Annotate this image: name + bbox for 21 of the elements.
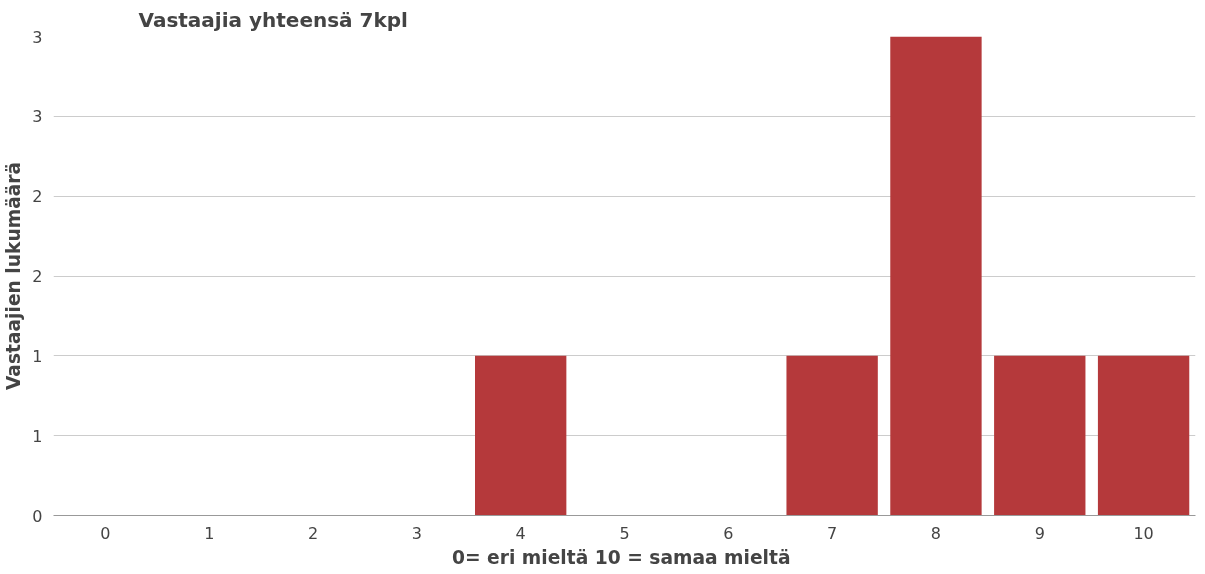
x-tick-label: 6 <box>723 523 734 543</box>
y-tick-label: 3 <box>32 107 43 127</box>
x-tick-label: 4 <box>515 523 526 543</box>
x-tick-label: 3 <box>411 523 422 543</box>
x-tick-label: 7 <box>827 523 838 543</box>
x-tick-label: 8 <box>930 523 942 543</box>
x-tick-label: 5 <box>619 523 630 543</box>
x-tick-label: 0 <box>100 523 111 543</box>
y-axis-title: Vastaajien lukumäärä <box>3 161 25 391</box>
x-tick-label: 10 <box>1133 523 1154 543</box>
y-tick-label: 3 <box>32 27 43 47</box>
x-tick-label: 2 <box>307 523 319 543</box>
x-tick-label: 9 <box>1034 523 1045 543</box>
y-tick-label: 2 <box>32 267 43 286</box>
x-axis-title: 0= eri mieltä 10 = samaa mieltä <box>451 546 791 568</box>
y-tick-label: 2 <box>32 187 43 207</box>
chart-title: Vastaajia yhteensä 7kpl <box>138 7 408 32</box>
y-tick-label: 1 <box>32 426 43 446</box>
y-tick-label: 0 <box>32 506 43 526</box>
y-tick-label: 1 <box>32 346 43 366</box>
x-tick-label: 1 <box>204 523 215 543</box>
